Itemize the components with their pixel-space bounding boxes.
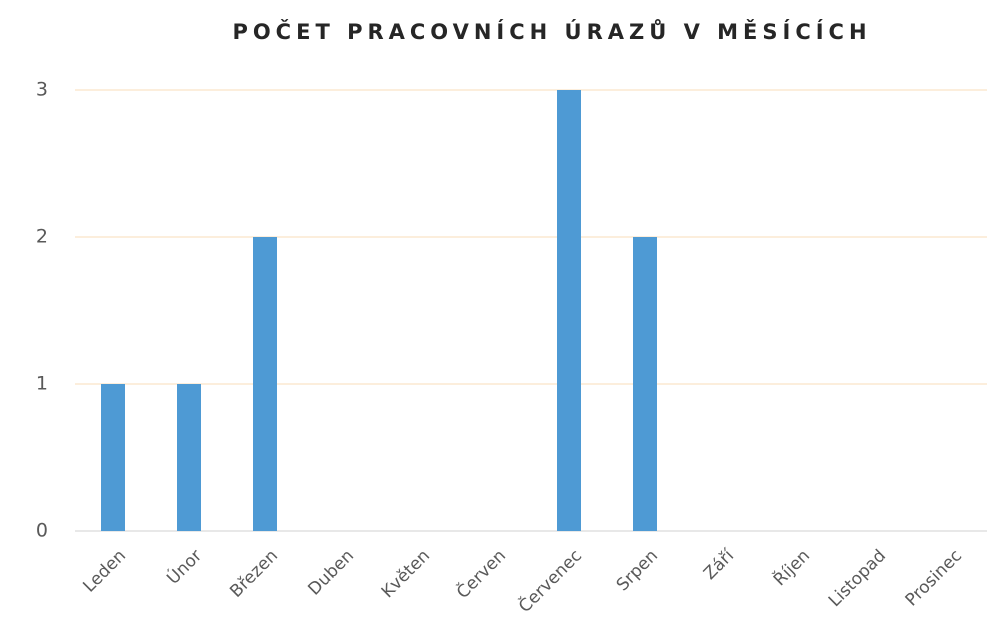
bar — [101, 384, 125, 531]
x-tick-label: Leden — [79, 546, 130, 597]
bar — [253, 237, 277, 531]
x-tick-label: Duben — [304, 546, 358, 600]
x-tick-label: Únor — [162, 545, 206, 589]
x-tick-label: Listopad — [825, 546, 890, 611]
bar — [633, 237, 657, 531]
x-tick-label: Červen — [452, 545, 510, 603]
chart-title: POČET PRACOVNÍCH ÚRAZŮ V MĚSÍCÍCH — [232, 19, 871, 44]
y-tick-label: 0 — [36, 520, 48, 542]
x-tick-label: Září — [700, 545, 739, 584]
x-tick-label: Říjen — [768, 545, 814, 591]
x-tick-label: Květen — [378, 546, 434, 602]
x-tick-label: Srpen — [613, 546, 662, 595]
x-tick-label: Prosinec — [902, 546, 966, 610]
y-tick-label: 3 — [36, 79, 48, 101]
bar — [557, 90, 581, 531]
y-tick-label: 2 — [36, 226, 48, 248]
y-tick-label: 1 — [36, 373, 48, 395]
x-tick-label: Březen — [226, 546, 282, 602]
x-tick-label: Červenec — [514, 545, 586, 617]
bar — [177, 384, 201, 531]
